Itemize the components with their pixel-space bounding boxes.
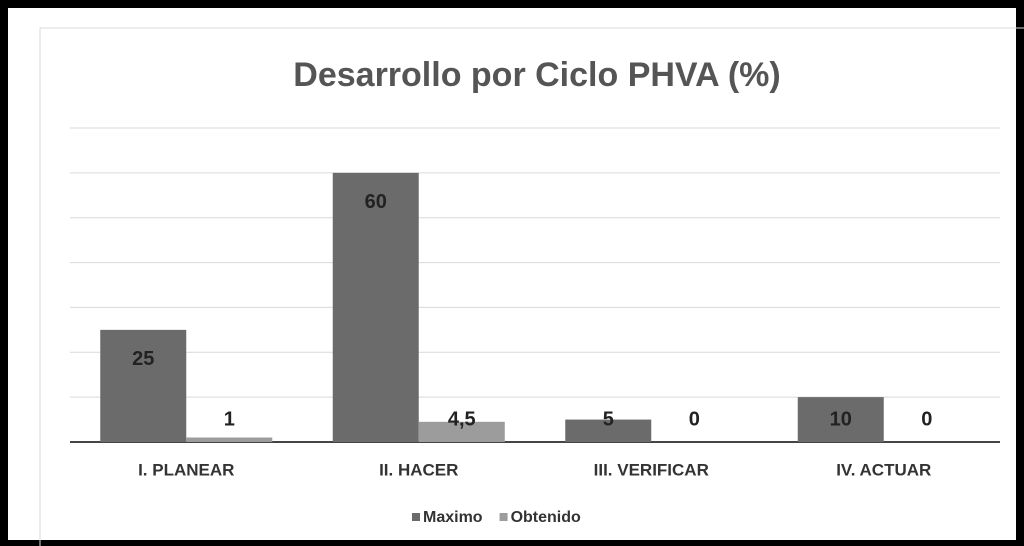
data-label: 0 [921, 408, 932, 430]
x-tick-label: IV. ACTUAR [836, 460, 931, 479]
legend-label: Obtenido [511, 509, 581, 526]
bar [100, 329, 187, 442]
chart-border [39, 27, 1024, 546]
legend-swatch [499, 513, 508, 521]
data-label: 60 [365, 191, 387, 213]
data-label: 0 [689, 408, 700, 430]
x-tick-label: III. VERIFICAR [594, 460, 709, 479]
x-tick-label: II. HACER [379, 460, 458, 479]
bar [332, 172, 419, 442]
legend-label: Maximo [423, 509, 483, 526]
data-label: 4,5 [448, 408, 476, 430]
bar [418, 421, 505, 442]
data-label: 5 [603, 408, 614, 430]
chart-title: Desarrollo por Ciclo PHVA (%) [293, 56, 780, 94]
bar [797, 397, 884, 442]
bar [565, 419, 652, 442]
x-tick-label: I. PLANEAR [138, 460, 234, 479]
bar [186, 437, 273, 442]
data-label: 1 [224, 408, 235, 430]
legend-swatch [412, 513, 420, 521]
frame [8, 8, 1016, 540]
data-label: 25 [132, 348, 154, 370]
data-label: 10 [830, 408, 852, 430]
